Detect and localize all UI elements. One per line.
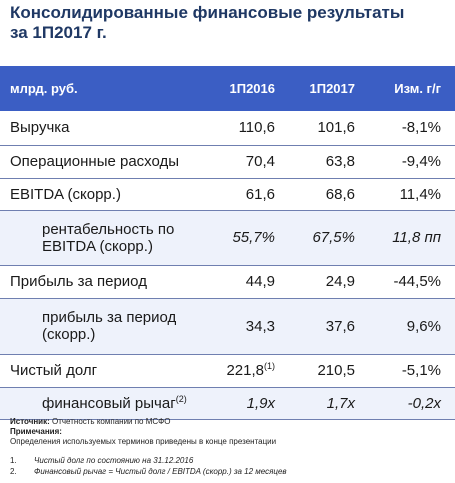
value-1p2017: 68,6 (275, 178, 355, 211)
value-1p2016-number: 221,8 (226, 362, 264, 379)
value-1p2016: 110,6 (190, 111, 275, 146)
row-label: Прибыль за период (0, 265, 190, 299)
title-line-1: Консолидированные финансовые результаты (10, 3, 405, 22)
row-label: рентабельность по EBITDA (скорр.) (0, 210, 190, 266)
value-change: -0,2x (355, 387, 455, 420)
row-label-line-2: (скорр.) (42, 326, 96, 343)
financial-results-table: млрд. руб. 1П2016 1П2017 Изм. г/г Выручк… (0, 66, 455, 420)
value-1p2016: 55,7% (190, 210, 275, 266)
value-1p2016: 221,8(1) (190, 354, 275, 388)
value-change: -44,5% (355, 265, 455, 299)
value-1p2017: 63,8 (275, 145, 355, 179)
row-label: Операционные расходы (0, 145, 190, 179)
footnote-number: 2. (10, 467, 17, 476)
value-1p2016: 34,3 (190, 298, 275, 355)
value-1p2016: 1,9x (190, 387, 275, 420)
source-line: Источник: Отчетность компании по МСФО (10, 417, 450, 427)
value-1p2017: 101,6 (275, 111, 355, 146)
row-label: Выручка (0, 111, 190, 146)
footnote-2: 2. Финансовый рычаг = Чистый долг / EBITD… (10, 467, 450, 476)
row-label: прибыль за период (скорр.) (0, 298, 190, 355)
row-label-line-1: рентабельность по (42, 220, 175, 238)
row-label: Чистый долг (0, 354, 190, 388)
row-label: финансовый рычаг(2) (0, 387, 190, 420)
footnote-text: Финансовый рычаг = Чистый долг / EBITDA … (34, 467, 287, 476)
value-change: -8,1% (355, 111, 455, 146)
source-text: Отчетность компании по МСФО (52, 417, 171, 426)
footnote-text: Чистый долг по состоянию на 31.12.2016 (34, 456, 194, 465)
notes-block: Источник: Отчетность компании по МСФО Пр… (10, 417, 450, 447)
value-1p2017: 37,6 (275, 298, 355, 355)
value-1p2016: 70,4 (190, 145, 275, 179)
table-row: прибыль за период (скорр.) 34,3 37,6 9,6… (0, 298, 455, 355)
footnote-ref-2: (2) (175, 393, 187, 404)
table-row: Чистый долг 221,8(1) 210,5 -5,1% (0, 354, 455, 388)
value-1p2017: 24,9 (275, 265, 355, 299)
row-label-line-2: EBITDA (скорр.) (42, 237, 153, 255)
remarks-text: Определения используемых терминов привед… (10, 437, 277, 446)
remarks-label: Примечания: (10, 427, 62, 436)
slide-title: Консолидированные финансовые результаты … (10, 3, 450, 43)
value-1p2016: 61,6 (190, 178, 275, 211)
header-1p2017: 1П2017 (275, 66, 355, 111)
value-change: -9,4% (355, 145, 455, 179)
table-row: рентабельность по EBITDA (скорр.) 55,7% … (0, 210, 455, 266)
row-label: EBITDA (скорр.) (0, 178, 190, 211)
footnote-1: 1. Чистый долг по состоянию на 31.12.2016 (10, 456, 450, 465)
footnote-ref-1: (1) (264, 361, 275, 371)
value-1p2016: 44,9 (190, 265, 275, 299)
table-row: Выручка 110,6 101,6 -8,1% (0, 111, 455, 146)
row-label-text: финансовый рычаг (42, 394, 176, 412)
table-row: Прибыль за период 44,9 24,9 -44,5% (0, 265, 455, 299)
row-label-line-1: прибыль за период (42, 309, 177, 326)
header-change: Изм. г/г (355, 66, 455, 111)
value-1p2017: 67,5% (275, 210, 355, 266)
value-1p2017: 1,7x (275, 387, 355, 420)
source-label: Источник: (10, 417, 50, 426)
value-change: 9,6% (355, 298, 455, 355)
table-row: EBITDA (скорр.) 61,6 68,6 11,4% (0, 178, 455, 211)
value-change: 11,8 пп (355, 210, 455, 266)
value-change: 11,4% (355, 178, 455, 211)
value-change: -5,1% (355, 354, 455, 388)
footnote-number: 1. (10, 456, 17, 465)
header-1p2016: 1П2016 (190, 66, 275, 111)
title-line-2: за 1П2017 г. (10, 23, 107, 42)
value-1p2017: 210,5 (275, 354, 355, 388)
table-header-row: млрд. руб. 1П2016 1П2017 Изм. г/г (0, 66, 455, 111)
table-row: финансовый рычаг(2) 1,9x 1,7x -0,2x (0, 387, 455, 420)
table-row: Операционные расходы 70,4 63,8 -9,4% (0, 145, 455, 179)
header-unit: млрд. руб. (0, 66, 190, 111)
